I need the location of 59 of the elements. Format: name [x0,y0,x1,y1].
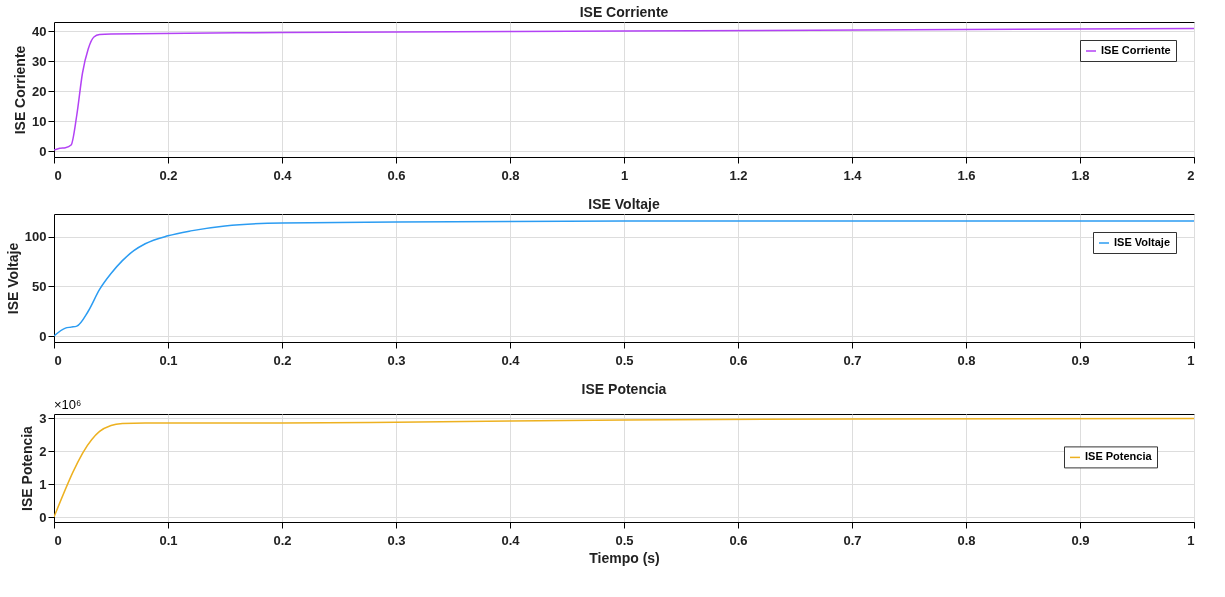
legend-label: ISE Corriente [1101,44,1171,56]
x-tick-label: 0.4 [501,532,521,548]
x-tick-label: 0 [54,532,62,548]
chart-title: ISE Voltaje [588,196,660,212]
x-tick-label: 0.7 [843,532,862,548]
chart-title: ISE Potencia [581,381,667,397]
x-tick-label: 1.8 [1071,167,1090,183]
y-tick-label: 10 [32,113,47,129]
line-series [54,417,1194,518]
x-tick-label: 2 [1187,167,1195,183]
x-tick-label: 0.7 [843,352,862,368]
y-tick-label: 50 [32,278,47,294]
y-tick-label: 1 [39,476,47,492]
line-series [54,220,1194,337]
y-tick-label: 30 [32,53,47,69]
line-series [54,27,1194,151]
x-tick-label: 0.1 [159,352,178,368]
x-tick-label: 0.3 [387,532,406,548]
x-tick-label: 0.5 [615,352,634,368]
x-tick-label: 0.8 [957,352,976,368]
x-tick-label: 0.2 [273,532,292,548]
y-tick-label: 3 [39,410,47,426]
x-tick-label: 0.6 [729,352,748,368]
text: ×10⁶ [54,397,82,412]
x-tick-label: 1 [620,167,629,183]
y-axis-title: ISE Corriente [12,45,29,135]
y-tick-label: 100 [24,229,47,245]
x-tick-label: 0.4 [273,167,293,183]
x-tick-label: 0.9 [1071,532,1090,548]
x-tick-label: 0.8 [957,532,976,548]
x-tick-label: 0.8 [501,167,520,183]
y-tick-label: 2 [39,443,47,459]
legend-label: ISE Voltaje [1114,236,1171,248]
y-tick-label: 0 [39,143,47,159]
x-axis-title: Tiempo (s) [589,549,660,566]
x-tick-label: 1.2 [729,167,748,183]
y-axis-title: ISE Potencia [19,425,36,511]
x-tick-label: 0.9 [1071,352,1090,368]
chart-title: ISE Corriente [579,4,669,20]
y-tick-label: 0 [39,509,47,525]
x-tick-label: 1 [1187,532,1195,548]
x-tick-label: 1.4 [843,167,863,183]
x-tick-label: 0.5 [615,532,634,548]
x-tick-label: 0.4 [501,352,521,368]
x-tick-label: 0 [54,167,62,183]
x-tick-label: 0.2 [159,167,178,183]
x-tick-label: 1.6 [957,167,976,183]
y-tick-label: 40 [32,23,47,39]
legend-label: ISE Potencia [1085,450,1153,463]
x-tick-label: 1 [1187,352,1195,368]
x-tick-label: 0.3 [387,352,406,368]
y-tick-label: 20 [32,83,47,99]
x-tick-label: 0 [54,352,62,368]
y-axis-title: ISE Voltaje [4,242,21,315]
x-tick-label: 0.6 [729,532,748,548]
x-tick-label: 0.6 [387,167,406,183]
x-tick-label: 0.1 [159,532,178,548]
x-tick-label: 0.2 [273,352,292,368]
y-tick-label: 0 [39,328,47,344]
